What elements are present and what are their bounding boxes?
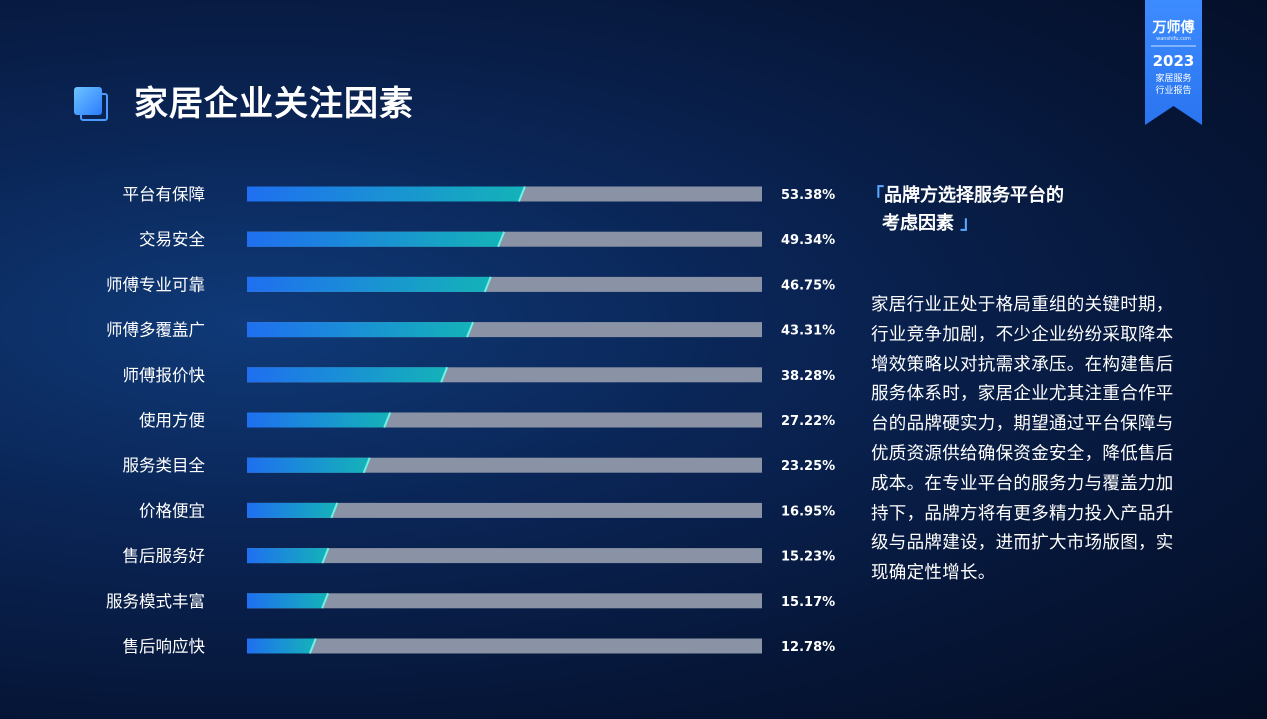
side-heading-line2: 考虑因素 xyxy=(882,213,954,234)
category-label: 师傅多覆盖广 xyxy=(106,321,205,340)
bar-4 xyxy=(247,322,474,338)
category-label: 售后响应快 xyxy=(123,637,206,656)
value-label: 16.95% xyxy=(781,504,835,519)
value-label: 27.22% xyxy=(781,414,835,429)
side-heading-line1: 品牌方选择服务平台的 xyxy=(884,185,1064,206)
bar-edge xyxy=(330,502,339,519)
report-badge: 万师傅 wanshifu.com 2023 家居服务 行业报告 xyxy=(1145,0,1202,125)
category-label: 平台有保障 xyxy=(123,185,206,204)
value-label: 15.17% xyxy=(781,595,835,610)
page-title: 家居企业关注因素 xyxy=(134,84,414,124)
bar-1 xyxy=(247,186,525,202)
bar-edge xyxy=(321,547,330,564)
report-subtitle-line1: 家居服务 xyxy=(1155,74,1192,84)
bar-8 xyxy=(247,502,338,518)
category-label: 交易安全 xyxy=(139,230,206,249)
value-label: 43.31% xyxy=(781,324,835,339)
bar-track xyxy=(247,457,762,473)
bar-track xyxy=(247,502,762,518)
report-subtitle-line2: 行业报告 xyxy=(1155,86,1192,96)
category-label: 售后服务好 xyxy=(123,547,206,566)
bar-edge xyxy=(440,366,449,383)
brand-domain: wanshifu.com xyxy=(1156,36,1191,42)
value-label: 38.28% xyxy=(781,369,835,384)
bar-edge xyxy=(321,592,330,609)
square-bullet-icon xyxy=(74,87,110,123)
bar-edge xyxy=(466,321,474,338)
side-heading: 「品牌方选择服务平台的 考虑因素 」 xyxy=(866,182,1064,238)
bar-2 xyxy=(247,231,505,247)
category-label: 价格便宜 xyxy=(139,501,205,520)
side-description: 家居行业正处于格局重组的关键时期，行业竞争加剧，不少企业纷纷采取降本增效策略以对… xyxy=(871,295,1174,584)
value-label: 12.78% xyxy=(781,640,835,655)
bar-9 xyxy=(247,548,329,564)
bar-edge xyxy=(483,276,492,293)
ribbon-icon xyxy=(1145,0,1202,125)
quote-open-mark: 「 xyxy=(866,185,884,206)
value-label: 23.25% xyxy=(781,459,835,474)
bar-5 xyxy=(247,367,448,383)
bar-edge xyxy=(362,457,371,474)
category-label: 师傅专业可靠 xyxy=(106,275,205,294)
value-label: 46.75% xyxy=(781,278,835,293)
bar-edge xyxy=(517,186,526,202)
category-label: 使用方便 xyxy=(139,411,205,430)
bar-edge xyxy=(383,412,392,428)
brand-name: 万师傅 xyxy=(1152,20,1195,36)
bar-track xyxy=(247,548,762,564)
bar-6 xyxy=(247,412,391,428)
report-year: 2023 xyxy=(1152,52,1195,70)
category-label: 服务类目全 xyxy=(123,456,206,475)
bar-edge xyxy=(497,231,506,248)
bar-10 xyxy=(247,593,329,609)
value-label: 53.38% xyxy=(781,188,835,203)
bar-edge xyxy=(308,638,317,654)
bar-7 xyxy=(247,457,370,473)
category-label: 师傅报价快 xyxy=(123,366,206,385)
value-label: 49.34% xyxy=(781,233,835,248)
bar-track xyxy=(247,638,762,654)
value-label: 15.23% xyxy=(781,550,835,565)
factor-bar-chart: 平台有保障 53.38% 交易安全 49.34% 师傅专业可靠 46.75% 师傅多覆盖广 4… xyxy=(106,185,835,656)
category-label: 服务模式丰富 xyxy=(106,592,205,611)
quote-close-mark: 」 xyxy=(960,213,979,234)
bar-track xyxy=(247,593,762,609)
bar-11 xyxy=(247,638,316,654)
bar-3 xyxy=(247,276,491,292)
